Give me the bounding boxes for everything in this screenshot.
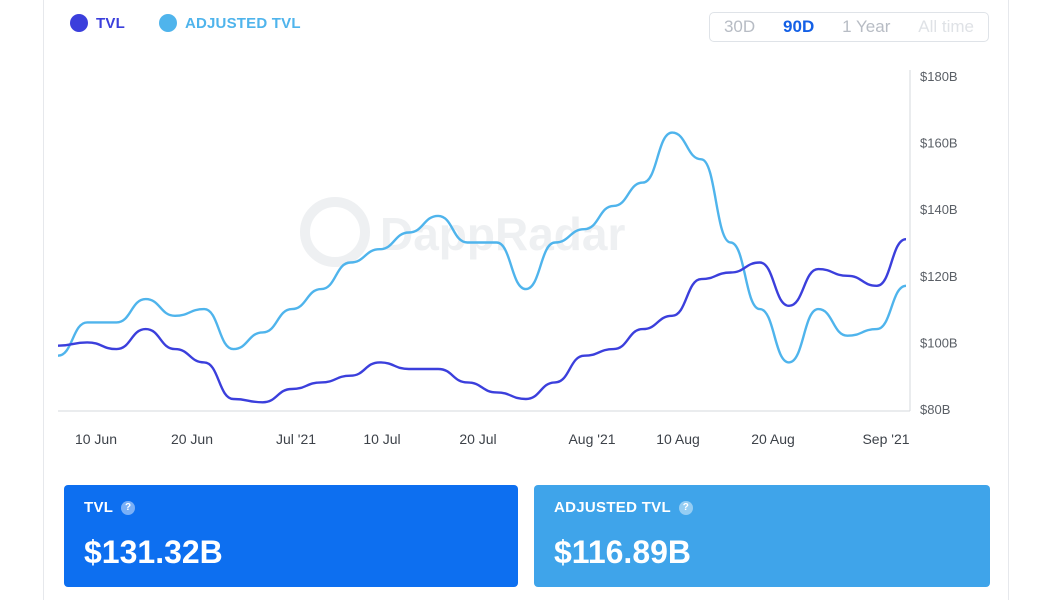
range-button-1-year[interactable]: 1 Year [842, 17, 891, 36]
tvl-stat-card: TVL? $131.32B [64, 485, 518, 587]
range-button-all-time[interactable]: All time [918, 17, 975, 36]
y-tick-label: $120B [920, 269, 958, 284]
y-tick-label: $80B [920, 402, 950, 417]
legend-dot-tvl [70, 14, 88, 32]
x-tick-label: 20 Jun [171, 431, 213, 447]
watermark: DappRadar [300, 197, 625, 267]
y-tick-label: $100B [920, 335, 958, 350]
series-layer [57, 131, 907, 404]
x-tick-label: 20 Jul [459, 431, 496, 447]
y-axis-ticks: $80B $100B $120B $140B $160B $180B [920, 69, 958, 417]
legend-item-adjusted-tvl[interactable]: ADJUSTED TVL [158, 14, 301, 32]
range-button-90d[interactable]: 90D [783, 17, 815, 36]
y-tick-label: $180B [920, 69, 958, 84]
range-button-30d[interactable]: 30D [723, 17, 756, 36]
line-chart: DappRadar $80B$100B$120B$140B$160B$180B … [57, 69, 958, 447]
x-tick-label: Jul '21 [276, 431, 316, 447]
help-icon[interactable]: ? [678, 500, 693, 515]
x-tick-label: Sep '21 [862, 431, 909, 447]
series-line-adjusted-tvl[interactable] [57, 131, 907, 364]
adjusted-tvl-stat-value: $116.89B [554, 534, 692, 570]
adjusted-tvl-stat-label: ADJUSTED TVL [554, 499, 671, 516]
x-tick-label: 10 Jun [75, 431, 117, 447]
help-icon[interactable]: ? [121, 500, 136, 515]
tvl-stat-value: $131.32B [84, 534, 223, 570]
x-tick-label: 10 Jul [363, 431, 400, 447]
legend-item-tvl[interactable]: TVL [70, 14, 125, 32]
legend-label-tvl: TVL [96, 14, 125, 32]
watermark-logo-icon [300, 197, 370, 267]
tvl-stat-label: TVL [84, 499, 114, 516]
series-line-tvl[interactable] [57, 238, 907, 404]
legend-dot-adjusted-tvl [158, 14, 177, 32]
adjusted-tvl-stat-card: ADJUSTED TVL? $116.89B [534, 485, 990, 587]
y-tick-label: $140B [920, 202, 958, 217]
y-tick-label: $160B [920, 136, 958, 151]
chart-legend: TVL ADJUSTED TVL [70, 14, 301, 32]
time-range-selector: 30D 90D 1 Year All time [709, 12, 989, 42]
watermark-text: DappRadar [380, 208, 625, 260]
x-axis-ticks: 10 Jun 20 Jun Jul '21 10 Jul 20 Jul Aug '21 10… [75, 431, 910, 447]
x-tick-label: 10 Aug [656, 431, 700, 447]
x-tick-label: Aug '21 [568, 431, 615, 447]
legend-label-adjusted-tvl: ADJUSTED TVL [184, 14, 301, 32]
x-tick-label: 20 Aug [751, 431, 795, 447]
